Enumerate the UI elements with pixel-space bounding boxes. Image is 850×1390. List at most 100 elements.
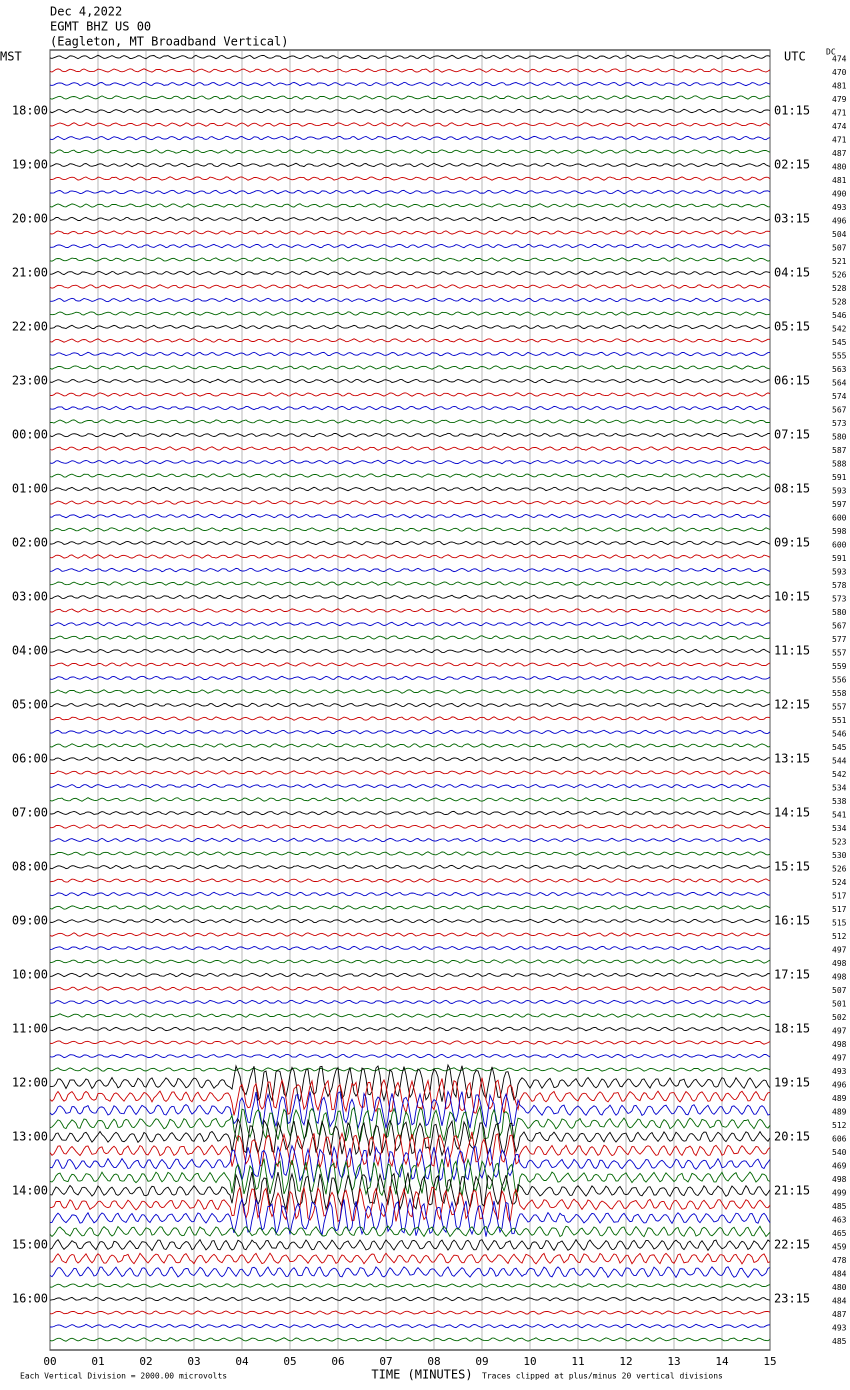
trace	[49, 554, 771, 559]
dc-value: 564	[832, 379, 847, 388]
dc-value: 524	[832, 878, 847, 887]
dc-value: 480	[832, 1283, 847, 1292]
trace	[49, 1013, 771, 1018]
x-tick-label: 03	[187, 1355, 200, 1368]
dc-value: 591	[832, 473, 847, 482]
mst-label: 11:00	[12, 1022, 48, 1036]
dc-value: 485	[832, 1337, 847, 1346]
trace	[49, 500, 771, 505]
dc-value: 542	[832, 325, 847, 334]
trace	[49, 918, 771, 924]
mst-label: 20:00	[12, 212, 48, 226]
dc-value: 515	[832, 919, 847, 928]
trace	[49, 1238, 771, 1252]
dc-value: 463	[832, 1216, 847, 1225]
trace	[50, 959, 771, 964]
footer-left: Each Vertical Division = 2000.00 microvo…	[20, 1372, 227, 1381]
trace	[49, 405, 771, 411]
trace	[49, 1105, 771, 1143]
trace	[49, 257, 771, 262]
mst-label: 22:00	[12, 320, 48, 334]
utc-label: 11:15	[774, 644, 810, 658]
trace	[49, 864, 771, 870]
dc-value: 546	[832, 311, 847, 320]
dc-value: 521	[832, 257, 847, 266]
x-tick-label: 07	[379, 1355, 392, 1368]
trace	[49, 756, 770, 762]
dc-value: 507	[832, 986, 847, 995]
trace	[49, 311, 771, 316]
trace	[49, 527, 771, 532]
trace	[49, 459, 771, 465]
trace	[49, 68, 771, 73]
dc-value: 502	[832, 1013, 847, 1022]
trace	[49, 1266, 771, 1279]
trace	[49, 540, 771, 546]
x-tick-label: 14	[715, 1355, 729, 1368]
dc-value: 580	[832, 433, 847, 442]
trace	[49, 1225, 771, 1238]
trace	[49, 581, 771, 586]
trace	[49, 743, 771, 748]
utc-label: 22:15	[774, 1238, 810, 1252]
trace	[49, 189, 771, 195]
trace	[49, 284, 771, 289]
mst-label: 19:00	[12, 158, 48, 172]
dc-value: 557	[832, 703, 847, 712]
trace	[49, 149, 771, 154]
trace	[50, 1323, 771, 1329]
dc-value: 507	[832, 244, 847, 253]
dc-value: 538	[832, 797, 847, 806]
dc-value: 480	[832, 163, 847, 172]
trace	[49, 338, 771, 343]
utc-label: 18:15	[774, 1022, 810, 1036]
mst-label: 23:00	[12, 374, 48, 388]
utc-label: 07:15	[774, 428, 810, 442]
trace	[49, 567, 771, 573]
dc-value: 578	[832, 581, 847, 590]
dc-value: 517	[832, 905, 847, 914]
mst-label: 16:00	[12, 1292, 48, 1306]
dc-value: 479	[832, 95, 847, 104]
dc-value: 498	[832, 973, 847, 982]
dc-value: 563	[832, 365, 847, 374]
mst-label: 21:00	[12, 266, 48, 280]
dc-value: 487	[832, 1310, 847, 1319]
trace	[50, 824, 770, 829]
dc-value: 606	[832, 1135, 847, 1144]
dc-value: 498	[832, 959, 847, 968]
trace	[49, 135, 771, 141]
mst-label: 09:00	[12, 914, 48, 928]
trace	[49, 486, 771, 492]
trace	[49, 675, 771, 681]
trace	[49, 594, 771, 600]
dc-value: 542	[832, 770, 847, 779]
dc-value: 600	[832, 514, 847, 523]
dc-value: 498	[832, 1040, 847, 1049]
trace	[50, 419, 770, 424]
dc-value: 573	[832, 419, 847, 428]
trace	[50, 851, 771, 856]
dc-value: 551	[832, 716, 847, 725]
dc-value: 496	[832, 1081, 847, 1090]
dc-value: 481	[832, 82, 847, 91]
trace	[49, 1040, 771, 1045]
trace	[49, 1172, 771, 1211]
utc-title: UTC	[784, 50, 806, 64]
dc-value: 528	[832, 284, 847, 293]
trace	[49, 648, 771, 654]
dc-value: 545	[832, 338, 847, 347]
dc-value: 526	[832, 271, 847, 280]
x-tick-label: 05	[283, 1355, 296, 1368]
dc-value: 512	[832, 1121, 847, 1130]
mst-label: 05:00	[12, 698, 48, 712]
dc-value: 600	[832, 541, 847, 550]
trace	[49, 108, 771, 114]
footer-right: Traces clipped at plus/minus 20 vertical…	[482, 1372, 723, 1381]
trace	[49, 783, 771, 789]
x-tick-label: 01	[91, 1355, 104, 1368]
dc-value: 558	[832, 689, 847, 698]
dc-value: 493	[832, 1324, 847, 1333]
utc-label: 09:15	[774, 536, 810, 550]
